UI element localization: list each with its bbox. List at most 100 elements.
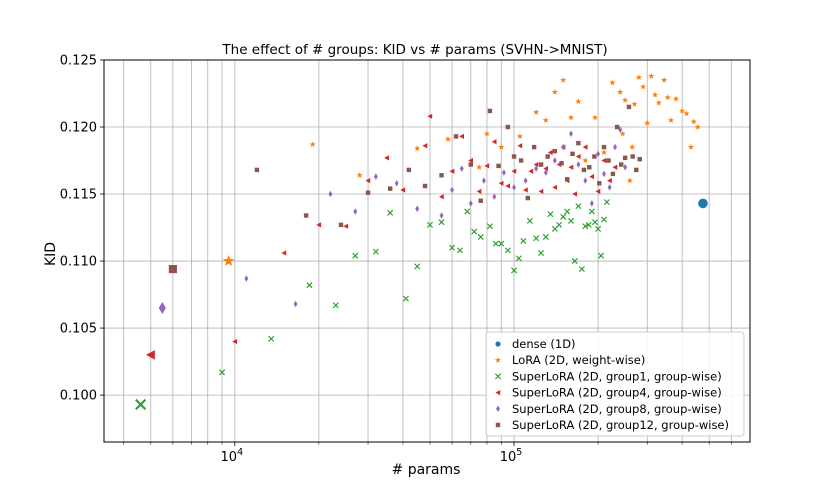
data-point: [564, 208, 571, 215]
data-point: [575, 98, 582, 105]
data-point: [533, 161, 539, 168]
legend-marker: [495, 422, 501, 428]
data-point: [365, 190, 371, 195]
data-point: [303, 213, 309, 218]
data-point: [547, 149, 553, 156]
data-point: [439, 173, 444, 178]
legend-marker: [495, 390, 501, 396]
data-points: [135, 72, 708, 411]
data-point: [598, 252, 605, 259]
data-point: [352, 252, 359, 259]
data-point: [589, 174, 595, 180]
data-point: [629, 143, 636, 150]
data-point: [487, 108, 493, 114]
data-point: [483, 130, 491, 137]
data-point: [438, 219, 445, 226]
data-point: [511, 267, 518, 274]
data-point: [505, 183, 511, 189]
data-point: [613, 143, 617, 151]
data-point: [556, 221, 563, 228]
legend: dense (1D) LoRA (2D, weight-wise) SuperLoR…: [485, 331, 745, 437]
x-tick-label: 104: [221, 447, 244, 465]
data-point: [538, 162, 544, 167]
data-point: [219, 369, 226, 376]
data-point: [459, 165, 464, 172]
data-point: [484, 163, 490, 169]
data-point: [601, 144, 607, 150]
data-point: [626, 177, 633, 184]
data-point: [630, 154, 635, 159]
data-point: [477, 233, 484, 240]
data-point: [570, 151, 575, 157]
data-point: [464, 208, 471, 215]
data-point: [578, 266, 585, 273]
data-point: [634, 167, 639, 173]
data-point: [588, 208, 595, 215]
data-point: [609, 79, 616, 86]
data-point: [511, 154, 517, 159]
data-point: [552, 157, 557, 164]
data-point: [222, 255, 235, 266]
y-tick-label: 0.100: [60, 389, 97, 404]
data-point: [538, 188, 544, 194]
data-point: [631, 100, 638, 107]
data-point: [589, 200, 594, 207]
data-point: [394, 180, 399, 187]
data-point: [600, 216, 608, 223]
data-point: [516, 133, 524, 140]
data-point: [603, 199, 610, 206]
data-point: [560, 76, 567, 83]
data-point: [617, 88, 624, 95]
data-point: [583, 177, 588, 184]
data-point: [576, 161, 581, 168]
data-point: [486, 223, 493, 230]
data-point: [468, 157, 473, 164]
legend-marker: [494, 373, 502, 380]
data-point: [601, 157, 607, 164]
y-tick-label: 0.115: [60, 188, 97, 203]
data-point: [400, 187, 406, 193]
legend-label: SuperLoRA (2D, group4, group-wise): [512, 386, 722, 400]
legend-marker: [494, 356, 502, 363]
data-point: [610, 171, 616, 177]
data-point: [571, 258, 578, 265]
x-axis-label: # params: [392, 462, 461, 478]
data-point: [343, 223, 349, 229]
data-point: [387, 186, 393, 191]
y-tick-label: 0.125: [60, 54, 97, 69]
data-point: [135, 398, 147, 411]
data-point: [596, 150, 601, 158]
data-point: [551, 88, 558, 95]
data-point: [672, 95, 680, 102]
data-point: [384, 155, 389, 161]
data-point: [525, 195, 530, 201]
data-point: [427, 113, 433, 119]
data-point: [614, 124, 620, 130]
data-point: [471, 228, 478, 235]
data-point: [543, 165, 549, 172]
data-point: [561, 143, 566, 151]
data-point: [456, 247, 463, 254]
data-point: [582, 223, 589, 230]
data-point: [145, 350, 155, 360]
data-point: [542, 233, 549, 240]
data-point: [664, 94, 671, 101]
data-point: [698, 198, 708, 209]
data-point: [635, 74, 642, 81]
data-point: [498, 143, 505, 150]
data-point: [505, 124, 511, 130]
data-point: [626, 104, 632, 110]
data-point: [518, 158, 524, 163]
data-point: [373, 173, 378, 180]
data-point: [316, 222, 322, 228]
data-point: [572, 191, 577, 197]
data-point: [651, 91, 659, 98]
data-point: [543, 169, 548, 176]
data-point: [498, 180, 504, 186]
data-point: [450, 186, 455, 194]
data-point: [612, 164, 618, 170]
data-point: [607, 184, 612, 191]
data-point: [422, 143, 428, 149]
legend-marker: [495, 341, 501, 347]
